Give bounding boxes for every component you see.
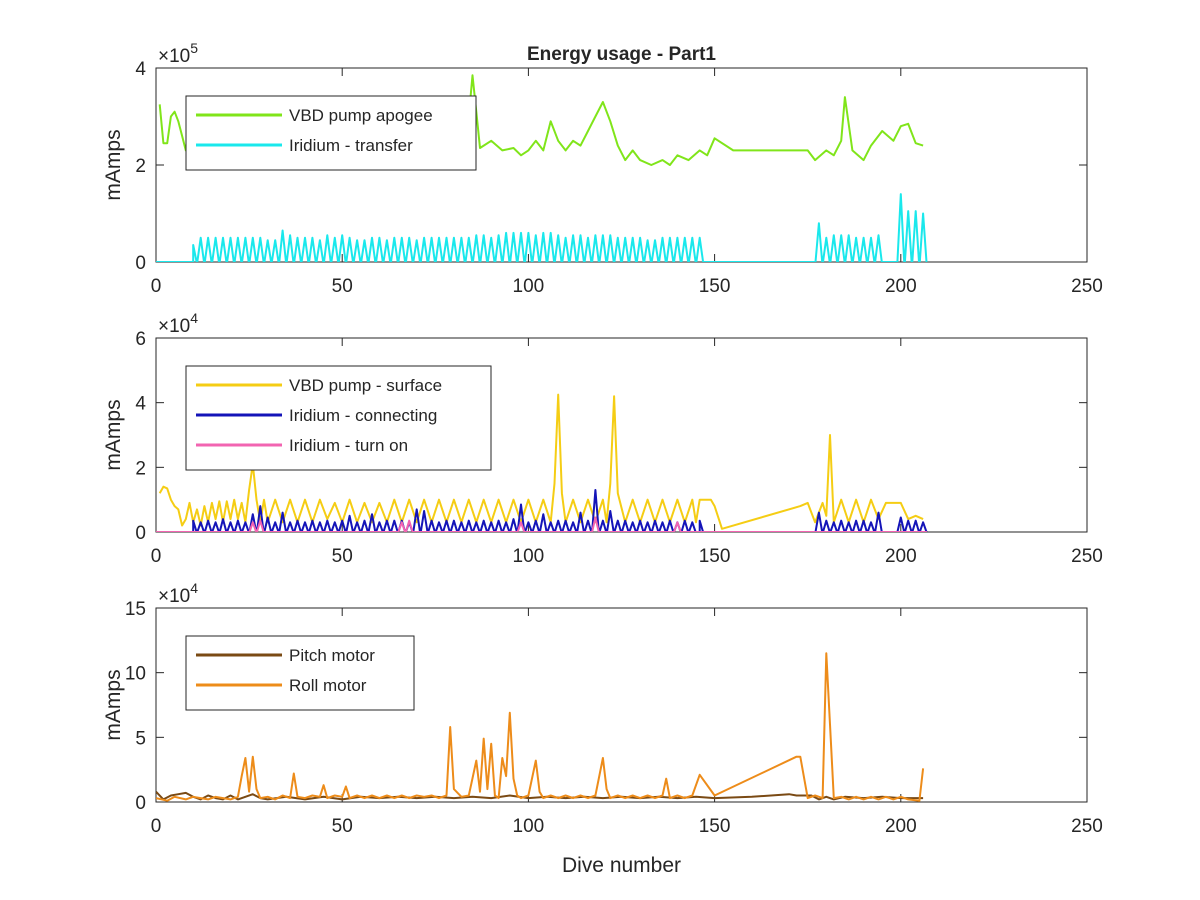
y-exponent-label: ×104	[158, 310, 198, 337]
legend-2: VBD pump - surface Iridium - connecting Ir…	[185, 365, 492, 471]
x-tick-label: 50	[332, 546, 353, 567]
y-tick-label: 6	[135, 329, 146, 350]
x-tick-label: 0	[151, 816, 162, 837]
legend-entry: Iridium - connecting	[289, 406, 437, 425]
subplot-1: 0 50 100 150 200 250 0 2 4 ×105 mAmps VBD pump apog…	[102, 40, 1103, 297]
exponent-multiplier: ×10	[158, 46, 190, 67]
x-axis-label: Dive number	[562, 854, 681, 877]
x-tick-label: 200	[885, 546, 917, 567]
series-line-iridium-connecting	[156, 489, 928, 532]
y-tick-label: 2	[135, 458, 146, 479]
x-tick-label: 200	[885, 276, 917, 297]
exponent-multiplier: ×10	[158, 586, 190, 607]
legend-3: Pitch motor Roll motor	[185, 635, 415, 711]
y-tick-label: 0	[135, 523, 146, 544]
subplot-3: 0 50 100 150 200 250 0 5 10 15 ×104 mAmps Pitch moto…	[102, 580, 1103, 837]
x-tick-label: 0	[151, 276, 162, 297]
y-tick-label: 4	[135, 394, 146, 415]
y-exponent-label: ×105	[158, 40, 198, 67]
x-tick-label: 100	[513, 816, 545, 837]
x-tick-label: 150	[699, 276, 731, 297]
x-tick-label: 250	[1071, 816, 1103, 837]
legend-box	[185, 365, 492, 471]
series-line-vbd-pump-surface	[158, 393, 924, 530]
y-axis-label: mAmps	[102, 399, 125, 470]
x-tick-label: 50	[332, 276, 353, 297]
legend-entry: VBD pump apogee	[289, 106, 433, 125]
series-group	[156, 652, 925, 802]
x-tick-label: 0	[151, 546, 162, 567]
x-tick-label: 100	[513, 276, 545, 297]
exponent-power: 5	[190, 40, 198, 56]
y-exponent-label: ×104	[158, 580, 198, 607]
x-tick-label: 100	[513, 546, 545, 567]
y-tick-label: 2	[135, 156, 146, 177]
exponent-power: 4	[190, 310, 198, 326]
legend-entry: VBD pump - surface	[289, 376, 442, 395]
y-tick-label: 0	[135, 793, 146, 814]
figure-title: Energy usage - Part1	[527, 44, 716, 65]
y-tick-label: 4	[135, 59, 146, 80]
x-tick-label: 150	[699, 546, 731, 567]
exponent-multiplier: ×10	[158, 316, 190, 337]
legend-entry: Pitch motor	[289, 646, 375, 665]
x-tick-label: 250	[1071, 276, 1103, 297]
legend-1: VBD pump apogee Iridium - transfer	[185, 95, 477, 171]
y-axis-label: mAmps	[102, 669, 125, 740]
series-group	[156, 393, 928, 532]
series-line-iridium-transfer	[156, 193, 928, 262]
legend-entry: Iridium - turn on	[289, 436, 408, 455]
exponent-power: 4	[190, 580, 198, 596]
y-tick-label: 10	[125, 664, 146, 685]
x-tick-label: 200	[885, 816, 917, 837]
legend-entry: Iridium - transfer	[289, 136, 413, 155]
y-tick-label: 15	[125, 599, 146, 620]
x-tick-label: 250	[1071, 546, 1103, 567]
x-tick-label: 150	[699, 816, 731, 837]
legend-box	[185, 635, 415, 711]
series-line-roll-motor	[156, 652, 925, 802]
y-axis-label: mAmps	[102, 129, 125, 200]
y-tick-label: 0	[135, 253, 146, 274]
x-tick-label: 50	[332, 816, 353, 837]
legend-entry: Roll motor	[289, 676, 367, 695]
legend-box	[185, 95, 477, 171]
y-tick-label: 5	[135, 728, 146, 749]
